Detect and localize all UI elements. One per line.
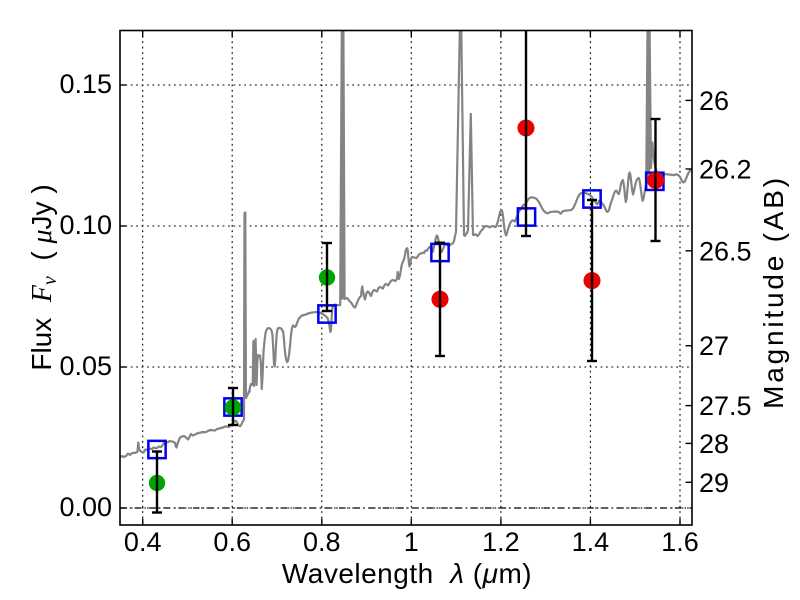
svg-text:0.05: 0.05 [59,351,112,381]
svg-text:0.10: 0.10 [59,210,112,240]
svg-text:26: 26 [699,86,729,116]
svg-text:27.5: 27.5 [699,391,752,421]
svg-text:Wavelength λ (μm): Wavelength λ (μm) [282,558,532,589]
svg-text:Magnitude (AB): Magnitude (AB) [758,175,789,409]
svg-text:1.4: 1.4 [572,527,610,557]
svg-text:0.15: 0.15 [59,69,112,99]
svg-text:0.6: 0.6 [213,527,251,557]
svg-text:1: 1 [404,527,419,557]
svg-text:27: 27 [699,331,729,361]
svg-text:0.00: 0.00 [59,492,112,522]
svg-text:1.2: 1.2 [482,527,520,557]
svg-text:26.2: 26.2 [699,155,752,185]
svg-text:1.6: 1.6 [661,527,699,557]
svg-text:0.4: 0.4 [124,527,162,557]
svg-text:Flux Fν ( μJy ): Flux Fν ( μJy ) [26,184,61,370]
svg-text:28: 28 [699,429,729,459]
svg-text:26.5: 26.5 [699,236,752,266]
svg-text:0.8: 0.8 [303,527,341,557]
svg-text:29: 29 [699,468,729,498]
